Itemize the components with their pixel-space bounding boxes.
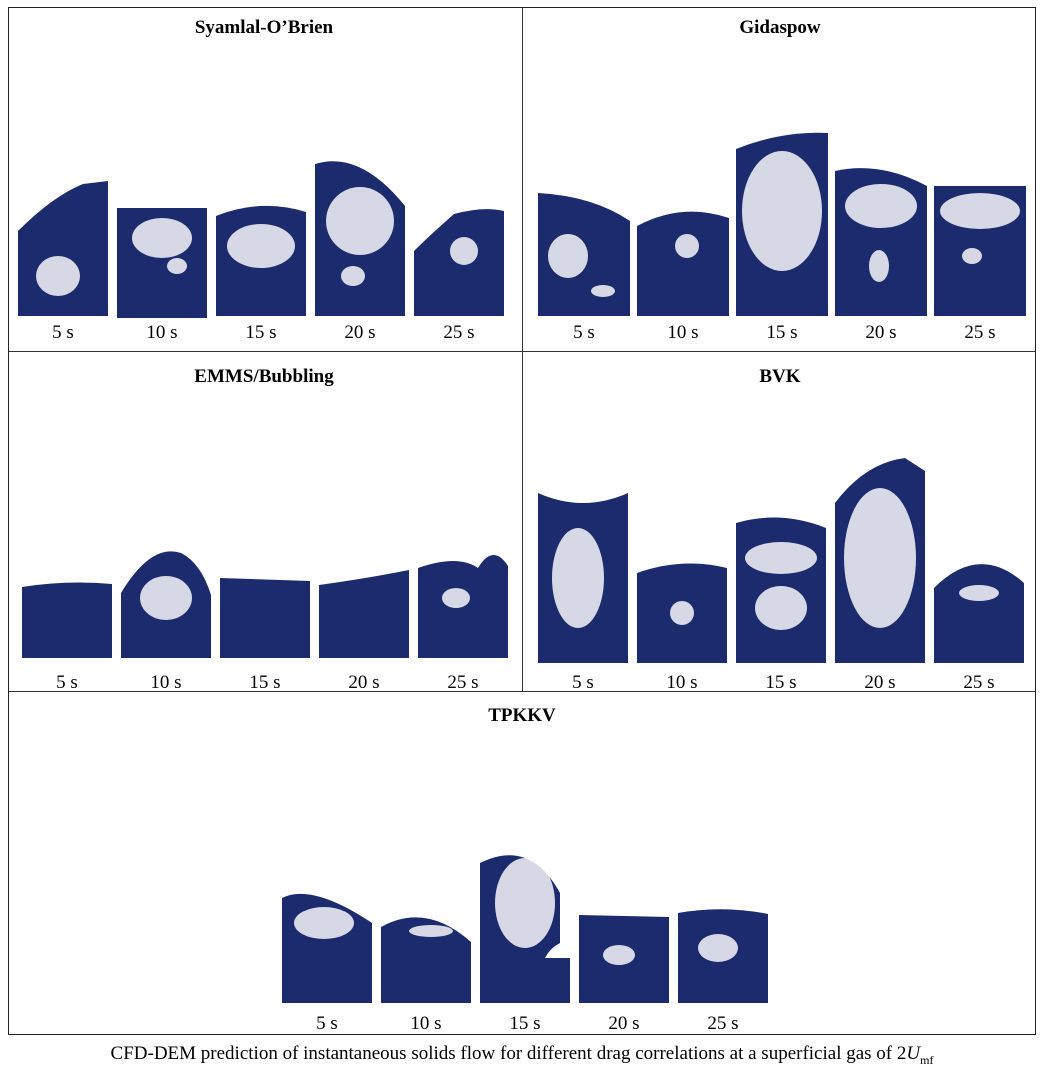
time-label-tpkkv-2: 10 s (410, 1013, 442, 1034)
solids-region (18, 181, 108, 316)
snapshot-emms-bubbling-4 (319, 570, 409, 658)
bubble-void (548, 234, 588, 278)
bubble-void (167, 258, 187, 274)
time-label-gidaspow-3: 15 s (766, 322, 798, 343)
snapshot-bvk-2 (637, 563, 727, 663)
snapshot-gidaspow-5 (934, 186, 1026, 316)
bubble-void (603, 945, 635, 965)
panel-title-bvk: BVK (759, 366, 801, 387)
solids-region (220, 578, 310, 658)
bubble-void (36, 256, 80, 296)
bubble-void (552, 528, 604, 628)
bubble-void (845, 184, 917, 228)
snapshot-bvk-4 (835, 458, 925, 663)
figure-caption: CFD-DEM prediction of instantaneous soli… (0, 1043, 1044, 1068)
time-label-gidaspow-5: 25 s (964, 322, 996, 343)
bubble-void (755, 586, 807, 630)
snapshot-gidaspow-1 (538, 193, 630, 316)
time-label-emms-bubbling-3: 15 s (249, 672, 281, 693)
panel-title-syamlal-obrien: Syamlal-O’Brien (194, 17, 334, 38)
bubble-void (742, 151, 822, 271)
snapshot-gidaspow-3 (736, 132, 828, 316)
bubble-void (132, 218, 192, 258)
time-label-tpkkv-5: 25 s (707, 1013, 739, 1034)
solids-region (319, 570, 409, 658)
panel-title-gidaspow: Gidaspow (739, 17, 821, 38)
bubble-void (940, 193, 1020, 229)
time-label-tpkkv-3: 15 s (509, 1013, 541, 1034)
time-label-syamlal-obrien-3: 15 s (245, 322, 277, 343)
bubble-void (698, 934, 738, 962)
caption-symbol: U (906, 1043, 921, 1064)
panel-title-emms-bubbling: EMMS/Bubbling (194, 366, 334, 387)
bubble-void (227, 224, 295, 268)
time-label-syamlal-obrien-1: 5 s (52, 322, 74, 343)
snapshot-tpkkv-5 (678, 909, 768, 1003)
time-label-bvk-5: 25 s (963, 672, 995, 693)
time-label-syamlal-obrien-5: 25 s (443, 322, 475, 343)
snapshot-syamlal-obrien-3 (216, 205, 306, 316)
snapshot-emms-bubbling-3 (220, 578, 310, 658)
bubble-void (591, 285, 615, 297)
bubble-void (450, 237, 478, 265)
time-label-tpkkv-4: 20 s (608, 1013, 640, 1034)
bubble-void (962, 248, 982, 264)
snapshot-syamlal-obrien-2 (117, 208, 207, 318)
time-label-gidaspow-4: 20 s (865, 322, 897, 343)
time-label-emms-bubbling-4: 20 s (348, 672, 380, 693)
time-label-syamlal-obrien-2: 10 s (146, 322, 178, 343)
snapshot-syamlal-obrien-1 (18, 181, 108, 316)
figure-frame (8, 7, 1036, 1035)
bubble-void (869, 250, 889, 282)
bubble-void (326, 187, 394, 255)
bubble-void (844, 488, 916, 628)
time-label-bvk-1: 5 s (572, 672, 594, 693)
bubble-void (140, 576, 192, 620)
divider-row2 (9, 691, 1035, 692)
time-label-emms-bubbling-1: 5 s (56, 672, 78, 693)
time-label-emms-bubbling-5: 25 s (447, 672, 479, 693)
solids-region (22, 582, 112, 658)
bubble-void (341, 266, 365, 286)
snapshot-syamlal-obrien-5 (414, 209, 504, 316)
caption-subscript: mf (920, 1052, 934, 1067)
time-label-syamlal-obrien-4: 20 s (344, 322, 376, 343)
snapshot-gidaspow-2 (637, 211, 729, 316)
snapshot-tpkkv-3 (480, 855, 570, 1003)
time-label-bvk-4: 20 s (864, 672, 896, 693)
snapshot-bvk-5 (934, 564, 1024, 663)
snapshot-tpkkv-1 (282, 893, 372, 1003)
snapshot-emms-bubbling-5 (418, 554, 508, 658)
bubble-void (409, 925, 453, 937)
time-label-bvk-3: 15 s (765, 672, 797, 693)
panel-title-tpkkv: TPKKV (488, 705, 556, 726)
snapshot-bvk-1 (538, 493, 628, 663)
snapshot-bvk-3 (736, 517, 826, 663)
snapshot-gidaspow-4 (835, 168, 927, 316)
time-label-tpkkv-1: 5 s (316, 1013, 338, 1034)
bubble-void (675, 234, 699, 258)
caption-text: CFD-DEM prediction of instantaneous soli… (110, 1043, 907, 1064)
solids-region (934, 564, 1024, 663)
snapshot-emms-bubbling-1 (22, 582, 112, 658)
time-label-gidaspow-2: 10 s (667, 322, 699, 343)
time-label-gidaspow-1: 5 s (573, 322, 595, 343)
bubble-void (495, 858, 555, 948)
snapshot-tpkkv-4 (579, 915, 669, 1003)
bubble-void (442, 588, 470, 608)
time-label-bvk-2: 10 s (666, 672, 698, 693)
time-label-emms-bubbling-2: 10 s (150, 672, 182, 693)
bubble-void (670, 601, 694, 625)
bubble-void (294, 907, 354, 939)
bubble-void (745, 542, 817, 574)
snapshot-emms-bubbling-2 (121, 551, 211, 658)
bubble-void (959, 585, 999, 601)
solids-region (381, 917, 471, 1003)
snapshot-tpkkv-2 (381, 917, 471, 1003)
solids-region (637, 211, 729, 316)
divider-column (522, 8, 523, 691)
snapshot-syamlal-obrien-4 (315, 161, 405, 316)
